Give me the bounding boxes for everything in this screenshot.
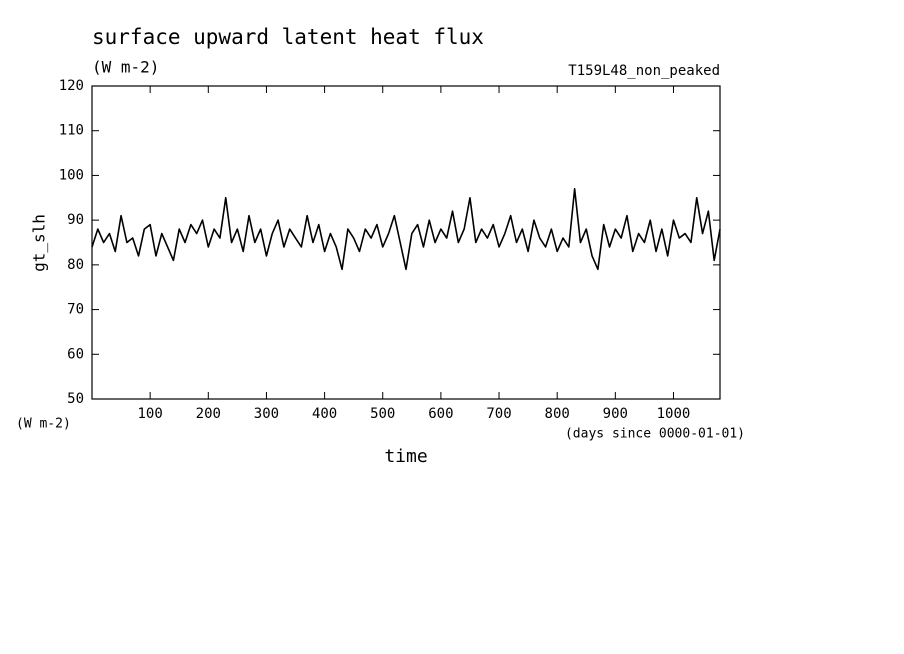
y-tick-label: 60 [67, 346, 84, 362]
y-tick-label: 70 [67, 302, 84, 318]
y-tick-label: 100 [59, 167, 84, 183]
annotation: T159L48_non_peaked [568, 63, 720, 79]
x-axis-label: time [384, 446, 427, 467]
chart-title: surface upward latent heat flux [92, 25, 484, 49]
x-tick-label: 400 [312, 406, 337, 422]
y-tick-label: 110 [59, 123, 84, 139]
x-tick-label: 100 [137, 406, 162, 422]
x-tick-label: 1000 [657, 406, 691, 422]
x-tick-label: 200 [196, 406, 221, 422]
plot-frame [91, 85, 721, 400]
x-tick-label: 900 [603, 406, 628, 422]
x-unit: (days since 0000-01-01) [565, 427, 745, 442]
chart-subtitle: (W m-2) [92, 58, 159, 77]
y-tick-label: 90 [67, 212, 84, 228]
y-tick-label: 120 [59, 78, 84, 94]
x-tick-label: 500 [370, 406, 395, 422]
x-tick-label: 600 [428, 406, 453, 422]
x-tick-label: 300 [254, 406, 279, 422]
y-tick-label: 80 [67, 257, 84, 273]
y-axis-label: gt_slh [30, 214, 49, 272]
x-tick-label: 800 [545, 406, 570, 422]
data-line [91, 188, 721, 271]
y-unit: (W m-2) [16, 417, 71, 432]
y-tick-label: 50 [67, 391, 84, 407]
x-tick-label: 700 [486, 406, 511, 422]
